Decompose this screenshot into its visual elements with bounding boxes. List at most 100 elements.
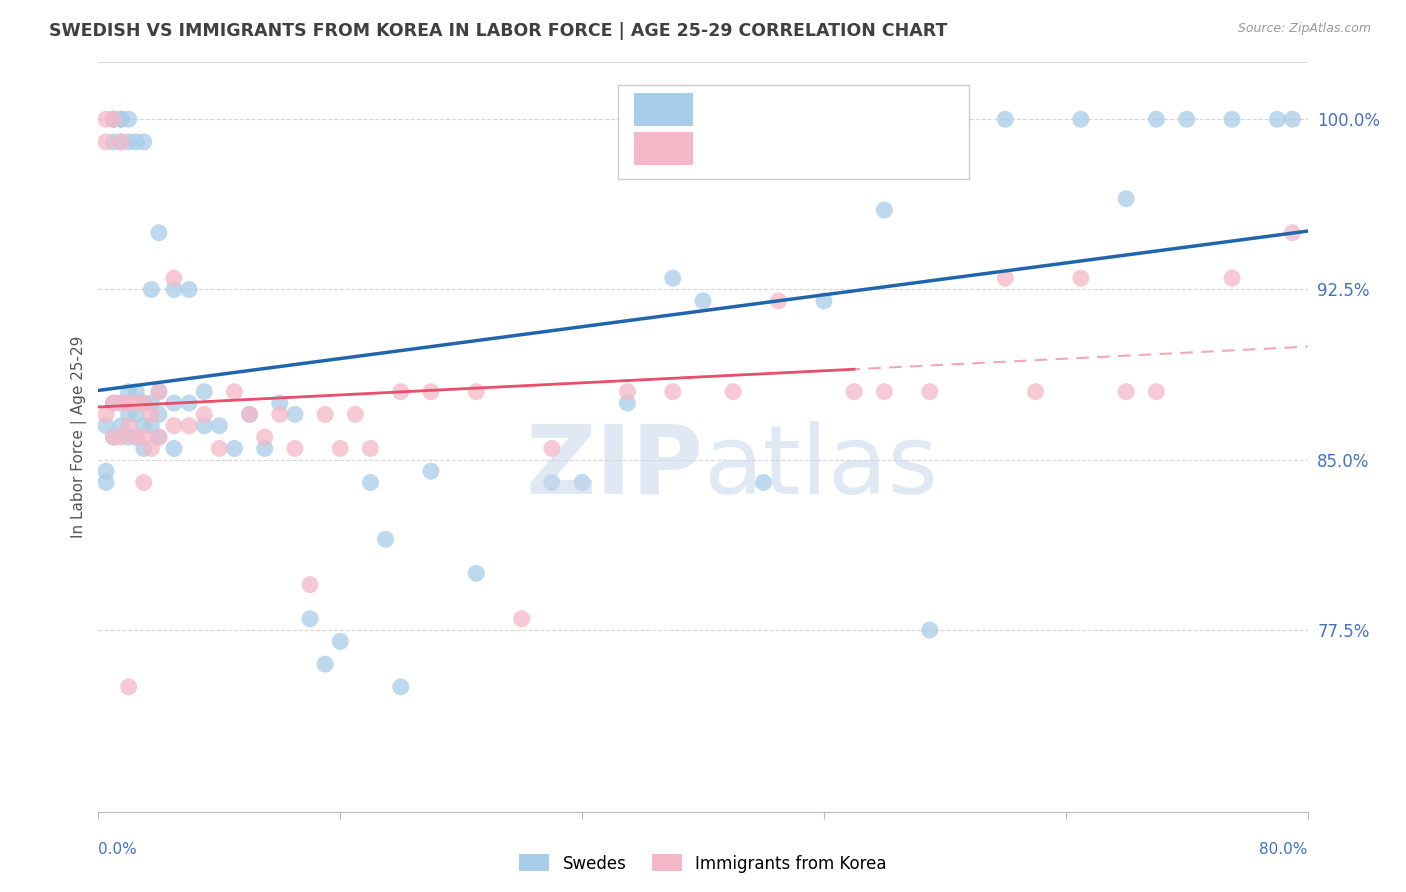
Text: R = 0.553   N = 77: R = 0.553 N = 77: [703, 98, 873, 116]
Point: [329, 442, 352, 456]
Text: SWEDISH VS IMMIGRANTS FROM KOREA IN LABOR FORCE | AGE 25-29 CORRELATION CHART: SWEDISH VS IMMIGRANTS FROM KOREA IN LABO…: [49, 22, 948, 40]
Point: [103, 396, 125, 410]
Point: [193, 418, 215, 433]
Point: [389, 680, 412, 694]
Point: [813, 293, 835, 308]
Point: [163, 271, 186, 285]
Point: [110, 396, 132, 410]
Point: [344, 408, 367, 422]
Point: [1115, 384, 1137, 399]
Point: [103, 430, 125, 444]
Point: [132, 418, 155, 433]
Point: [125, 384, 148, 399]
Point: [179, 396, 201, 410]
Point: [1115, 192, 1137, 206]
Point: [723, 384, 745, 399]
Point: [1220, 112, 1243, 127]
Text: Source: ZipAtlas.com: Source: ZipAtlas.com: [1237, 22, 1371, 36]
Point: [253, 442, 276, 456]
Point: [125, 408, 148, 422]
Point: [110, 135, 132, 149]
Point: [314, 408, 336, 422]
Point: [103, 396, 125, 410]
Point: [360, 475, 382, 490]
Point: [389, 384, 412, 399]
Point: [132, 442, 155, 456]
Point: [103, 112, 125, 127]
Point: [1267, 112, 1289, 127]
Point: [873, 202, 896, 217]
Point: [420, 464, 443, 478]
Point: [110, 135, 132, 149]
Point: [1175, 112, 1198, 127]
Point: [661, 271, 683, 285]
FancyBboxPatch shape: [634, 132, 693, 165]
Point: [141, 418, 163, 433]
Point: [540, 475, 562, 490]
Point: [125, 135, 148, 149]
Point: [269, 408, 291, 422]
Point: [1281, 112, 1303, 127]
Point: [616, 384, 638, 399]
Point: [94, 112, 117, 127]
Point: [141, 283, 163, 297]
Point: [118, 418, 141, 433]
Point: [1070, 112, 1092, 127]
Point: [94, 464, 117, 478]
Point: [110, 112, 132, 127]
Legend: Swedes, Immigrants from Korea: Swedes, Immigrants from Korea: [513, 847, 893, 880]
Point: [844, 384, 866, 399]
Point: [163, 283, 186, 297]
Text: ZIP: ZIP: [524, 420, 703, 514]
Point: [118, 396, 141, 410]
Point: [239, 408, 262, 422]
Point: [314, 657, 336, 672]
Point: [994, 271, 1017, 285]
Point: [1144, 112, 1167, 127]
Point: [94, 475, 117, 490]
Point: [179, 418, 201, 433]
Point: [148, 384, 170, 399]
Point: [208, 418, 231, 433]
Point: [208, 442, 231, 456]
Point: [125, 396, 148, 410]
Point: [103, 112, 125, 127]
Point: [148, 384, 170, 399]
Point: [374, 533, 396, 547]
Point: [118, 430, 141, 444]
Point: [103, 430, 125, 444]
Point: [163, 396, 186, 410]
Point: [465, 566, 488, 581]
Point: [132, 135, 155, 149]
Point: [224, 442, 246, 456]
Point: [616, 396, 638, 410]
Point: [110, 112, 132, 127]
Point: [540, 442, 562, 456]
Point: [118, 384, 141, 399]
Point: [284, 408, 307, 422]
Point: [125, 430, 148, 444]
Point: [661, 384, 683, 399]
Point: [103, 112, 125, 127]
Point: [918, 384, 941, 399]
Point: [118, 135, 141, 149]
FancyBboxPatch shape: [619, 85, 969, 178]
Point: [768, 293, 790, 308]
Point: [132, 396, 155, 410]
Point: [118, 112, 141, 127]
Point: [179, 283, 201, 297]
Point: [94, 135, 117, 149]
Point: [193, 384, 215, 399]
Point: [360, 442, 382, 456]
Point: [1281, 226, 1303, 240]
Point: [125, 430, 148, 444]
Point: [163, 418, 186, 433]
Point: [148, 430, 170, 444]
Point: [148, 408, 170, 422]
Point: [1144, 384, 1167, 399]
Point: [1070, 271, 1092, 285]
Point: [873, 384, 896, 399]
FancyBboxPatch shape: [634, 93, 693, 126]
Text: R = 0.203   N = 55: R = 0.203 N = 55: [703, 138, 873, 156]
Point: [571, 475, 593, 490]
